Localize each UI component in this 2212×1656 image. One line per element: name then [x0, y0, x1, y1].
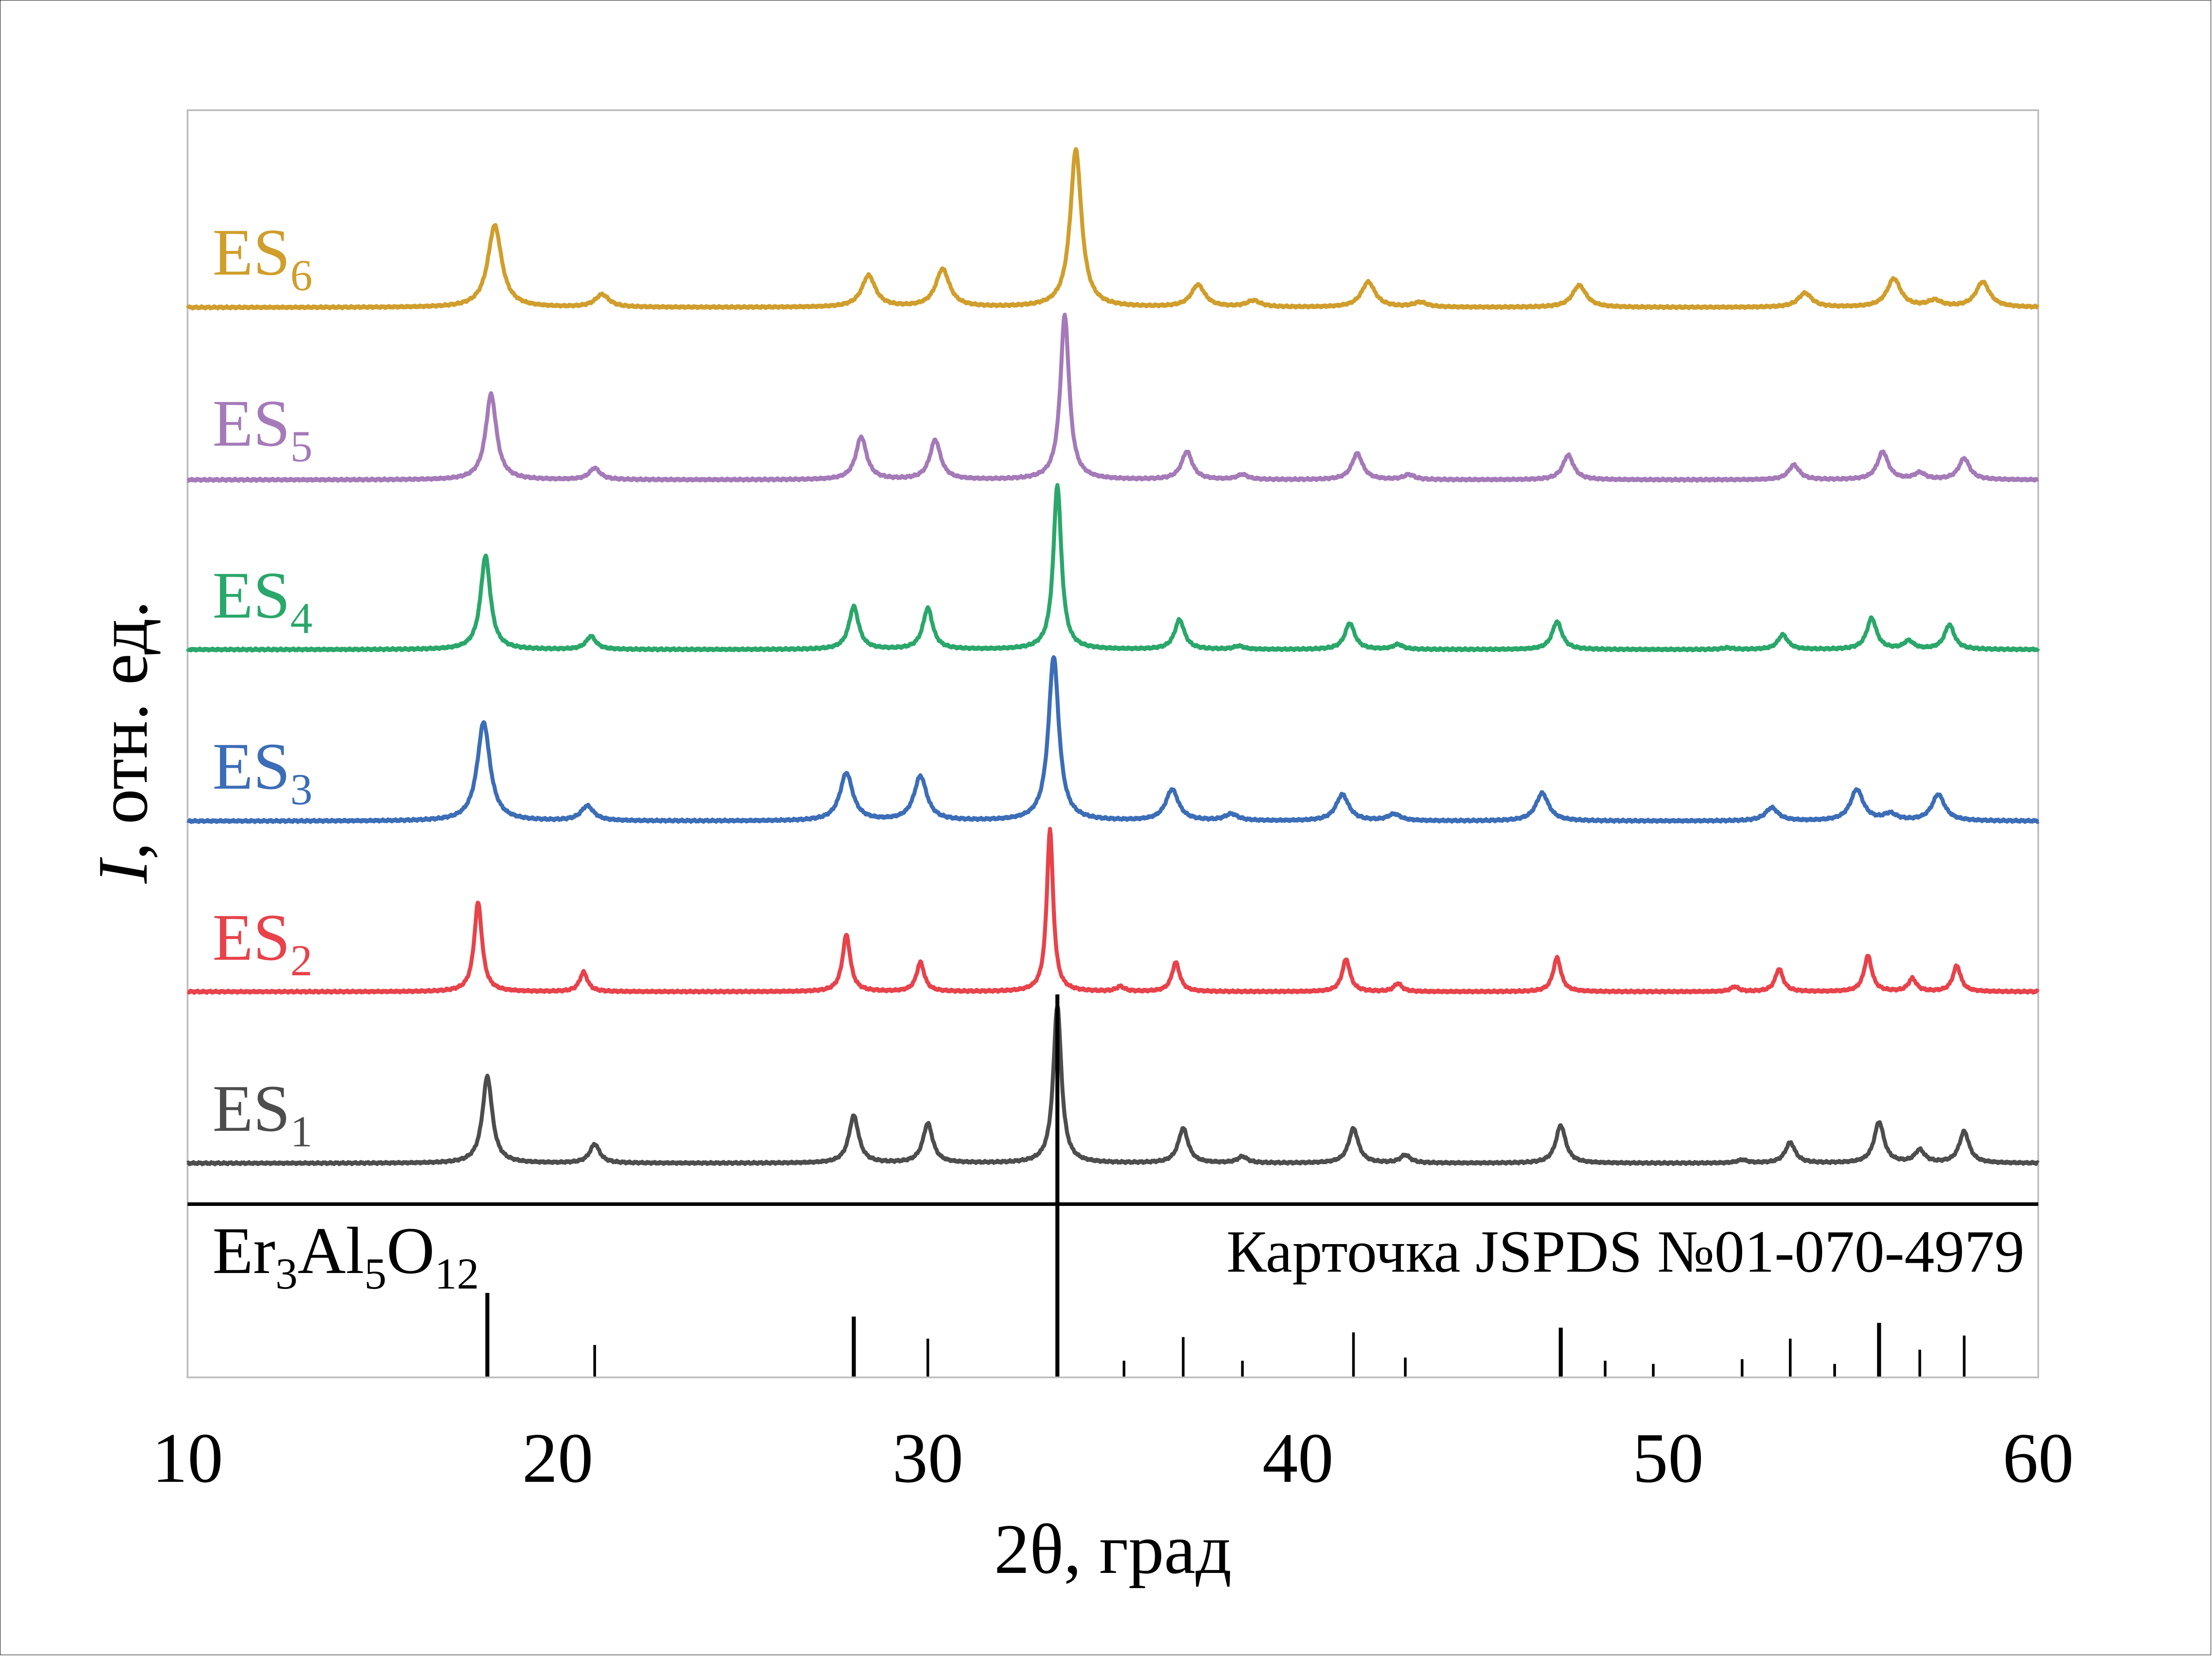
x-tick-labels: 10 20 30 40 50 60: [152, 1418, 2074, 1497]
trace-es6: [186, 147, 2040, 311]
series-label-es3: ES3: [212, 730, 312, 814]
series-label-main: ES: [212, 387, 290, 460]
series-label-es4: ES4: [212, 559, 312, 643]
x-tick-label: 30: [892, 1418, 964, 1497]
trace-es5: [186, 312, 2040, 483]
series-label-subscript: 6: [290, 251, 312, 300]
series-label-es6: ES6: [212, 215, 312, 300]
series-label-main: ES: [212, 1072, 290, 1145]
y-axis-symbol: I: [83, 857, 162, 884]
traces-group: [186, 147, 2040, 1166]
x-tick-label: 10: [152, 1418, 223, 1497]
series-label-subscript: 3: [290, 765, 312, 814]
reference-formula: Er3Al5O12: [212, 1214, 479, 1298]
series-label-subscript: 1: [290, 1107, 312, 1156]
series-label-main: ES: [212, 730, 290, 803]
trace-es3: [186, 655, 2040, 824]
series-label-main: ES: [212, 901, 290, 974]
x-tick-label: 20: [522, 1418, 593, 1497]
series-label-main: ES: [212, 215, 290, 289]
formula-subscript: 3: [276, 1249, 298, 1298]
reference-lines-group: [485, 994, 1966, 1377]
trace-es4: [186, 483, 2040, 653]
trace-es1: [186, 1004, 2040, 1166]
formula-element: Er: [212, 1214, 276, 1288]
formula-element: O: [387, 1214, 435, 1288]
series-label-main: ES: [212, 559, 290, 632]
x-tick-label: 60: [2003, 1418, 2074, 1497]
series-label-subscript: 2: [290, 936, 312, 985]
series-label-subscript: 5: [290, 422, 312, 471]
formula-subscript: 5: [364, 1249, 387, 1298]
reference-card-label: Карточка JSPDS №01-070-4979: [1227, 1219, 2024, 1285]
x-tick-label: 50: [1632, 1418, 1704, 1497]
trace-es2: [186, 826, 2040, 995]
formula-subscript: 12: [435, 1249, 479, 1298]
y-axis-unit: , отн. ед.: [83, 600, 162, 860]
x-tick-label: 40: [1262, 1418, 1333, 1497]
x-axis-title: 2θ, град: [994, 1509, 1232, 1588]
y-axis-title: I, отн. ед.: [83, 600, 162, 884]
series-label-subscript: 4: [290, 594, 312, 643]
series-label-es2: ES2: [212, 901, 312, 985]
series-label-es1: ES1: [212, 1072, 312, 1156]
series-label-es5: ES5: [212, 387, 312, 471]
plot-area: [187, 109, 2039, 1378]
formula-element: Al: [298, 1214, 364, 1288]
